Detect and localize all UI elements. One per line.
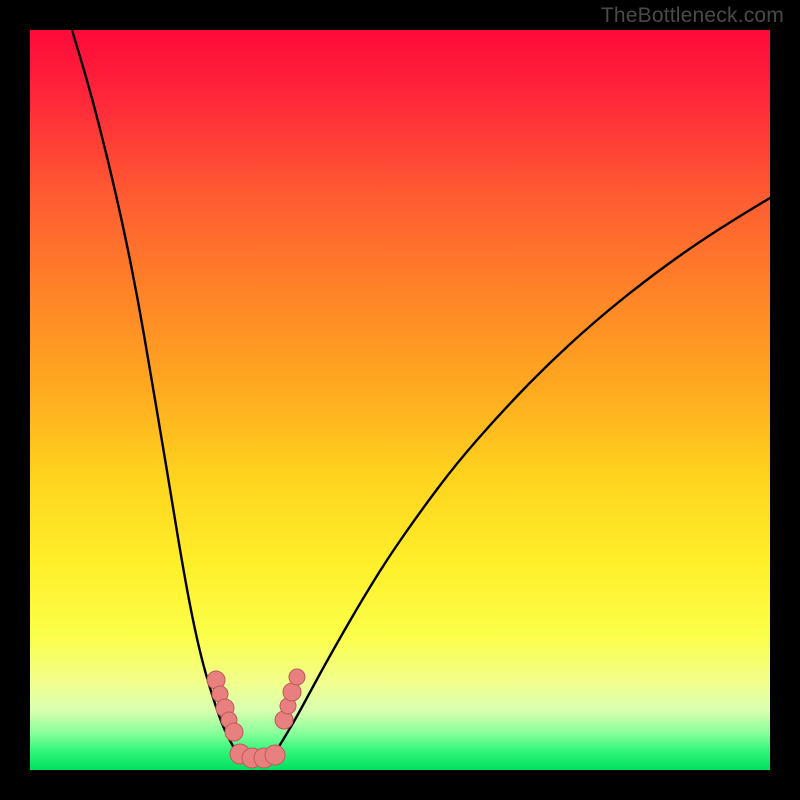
frame-bottom — [0, 770, 800, 800]
frame-left — [0, 0, 30, 800]
marker-group — [207, 669, 305, 768]
curve-left — [72, 30, 234, 748]
curve-right — [278, 198, 770, 748]
marker-dot — [283, 683, 301, 701]
marker-dot — [289, 669, 305, 685]
plot-area — [30, 30, 770, 770]
marker-dot — [225, 723, 243, 741]
marker-dot — [265, 745, 285, 765]
watermark-text: TheBottleneck.com — [601, 4, 784, 28]
curve-layer — [30, 30, 770, 770]
frame-right — [770, 0, 800, 800]
